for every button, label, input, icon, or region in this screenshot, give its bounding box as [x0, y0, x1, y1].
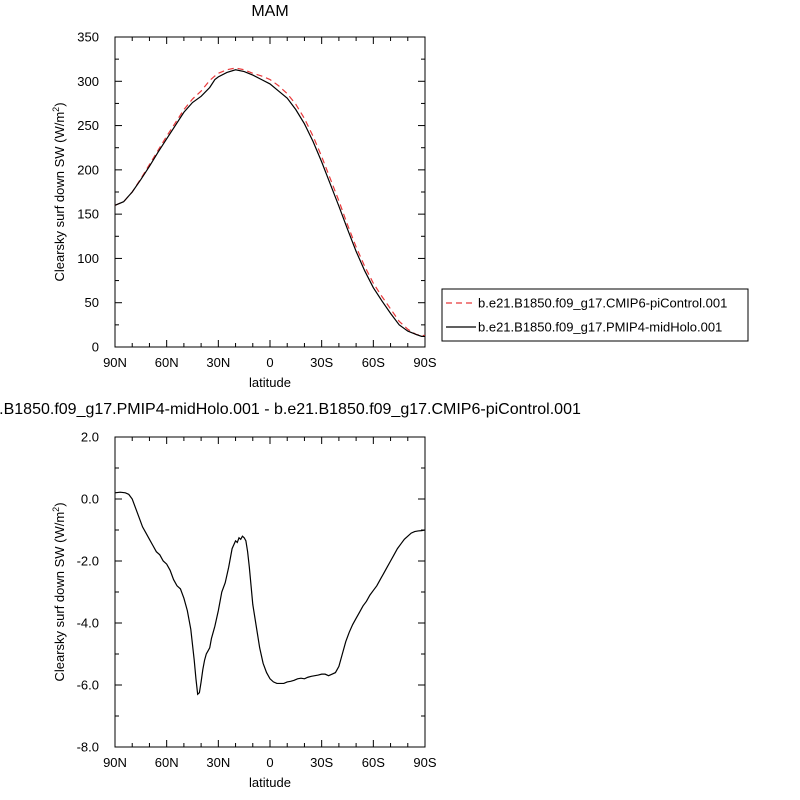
top-chart-x-tick-label: 60S: [362, 355, 385, 370]
top-chart-series-line-1: [114, 69, 425, 337]
bottom-chart: b.e21.B1850.f09_g17.PMIP4-midHolo.001 - …: [0, 401, 581, 790]
legend-box: [441, 288, 749, 342]
top-chart-y-tick-label: 0: [92, 340, 99, 355]
top-chart-legend: b.e21.B1850.f09_g17.CMIP6-piControl.001b…: [441, 288, 749, 342]
top-chart-x-tick-label: 0: [266, 355, 273, 370]
bottom-chart-series-line-0: [114, 491, 426, 696]
legend-entry-0: b.e21.B1850.f09_g17.CMIP6-piControl.001: [478, 296, 727, 311]
bottom-chart-x-tick-label: 60S: [362, 755, 385, 770]
bottom-chart-x-tick-label: 0: [266, 755, 273, 770]
top-chart-y-tick-label: 300: [77, 74, 99, 89]
top-chart: MAM 90N 60N 30N 0 30S 60S 90S 0 50 100 150 200 250 30…: [51, 3, 437, 390]
bottom-chart-x-tick-label: 90S: [413, 755, 436, 770]
top-chart-x-axis-label: latitude: [249, 375, 291, 390]
bottom-chart-y-tick-label: -4.0: [77, 616, 99, 631]
bottom-chart-x-tick-label: 30N: [206, 755, 230, 770]
bottom-chart-y-tick-label: -2.0: [77, 554, 99, 569]
bottom-chart-y-axis-label: Clearsky surf down SW (W/m2): [51, 502, 67, 681]
bottom-chart-y-tick-label: 2.0: [81, 430, 99, 445]
bottom-chart-y-tick-label: -8.0: [77, 740, 99, 755]
bottom-chart-x-axis-label: latitude: [249, 775, 291, 790]
top-chart-y-tick-label: 150: [77, 207, 99, 222]
top-chart-x-tick-label: 30N: [206, 355, 230, 370]
top-chart-y-tick-label: 50: [85, 295, 99, 310]
bottom-chart-x-tick-label: 90N: [103, 755, 127, 770]
bottom-chart-y-tick-label: -6.0: [77, 678, 99, 693]
top-chart-title: MAM: [251, 3, 288, 20]
bottom-chart-y-tick-label: 0.0: [81, 492, 99, 507]
top-chart-y-axis-label: Clearsky surf down SW (W/m2): [51, 102, 67, 281]
top-chart-x-tick-label: 90S: [413, 355, 436, 370]
bottom-chart-title: b.e21.B1850.f09_g17.PMIP4-midHolo.001 - …: [0, 401, 581, 418]
legend-entry-1: b.e21.B1850.f09_g17.PMIP4-midHolo.001: [478, 320, 722, 335]
top-chart-x-tick-label: 90N: [103, 355, 127, 370]
top-chart-x-tick-label: 30S: [310, 355, 333, 370]
bottom-chart-x-tick-label: 30S: [310, 755, 333, 770]
top-chart-y-tick-label: 100: [77, 251, 99, 266]
top-chart-x-tick-label: 60N: [155, 355, 179, 370]
top-chart-y-tick-label: 200: [77, 162, 99, 177]
bottom-chart-plot-frame: [114, 436, 426, 748]
top-chart-series-line-0: [114, 67, 425, 337]
top-chart-y-tick-label: 350: [77, 30, 99, 45]
top-chart-y-tick-label: 250: [77, 118, 99, 133]
bottom-chart-x-tick-label: 60N: [155, 755, 179, 770]
